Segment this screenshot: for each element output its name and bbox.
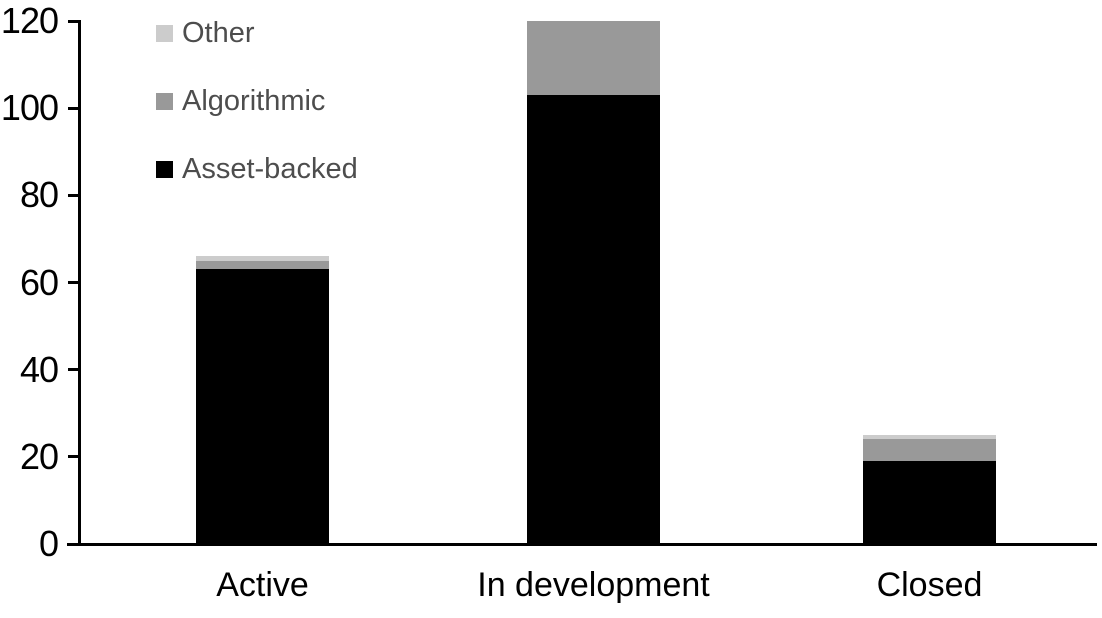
segment-algorithmic [527,21,660,96]
legend: Other Algorithmic Asset-backed [156,16,358,220]
legend-label: Algorithmic [182,85,326,117]
legend-label: Asset-backed [182,153,358,185]
y-tick-label: 60 [19,261,59,303]
y-tick-label: 0 [38,523,59,564]
x-axis-line [67,543,1097,546]
legend-item-asset-backed: Asset-backed [156,152,358,186]
legend-item-other: Other [156,16,358,50]
bar-in-development [527,21,660,544]
x-category-label: In development [477,566,710,604]
segment-algorithmic [863,439,996,462]
legend-swatch-icon [156,160,173,178]
legend-item-algorithmic: Algorithmic [156,84,358,118]
y-tick-label: 80 [19,174,59,216]
segment-algorithmic [196,260,329,270]
y-tick-mark [68,368,79,372]
y-tick-mark [68,193,79,197]
y-tick-label: 20 [19,435,59,477]
bar-active [196,256,329,544]
x-category-label: Closed [876,566,983,604]
segment-asset-backed [527,95,660,544]
x-category-label: Active [216,566,309,604]
y-tick-label: 100 [0,87,59,129]
y-tick-mark [68,106,79,110]
y-tick-mark [68,542,79,546]
bar-closed [863,435,996,544]
y-tick-label: 40 [19,348,59,390]
y-axis-line [78,20,81,546]
y-tick-mark [68,455,79,459]
y-tick-label: 120 [0,0,59,41]
y-tick-mark [68,281,79,284]
y-tick-mark [68,19,79,23]
legend-swatch-icon [156,24,173,42]
segment-other [863,435,996,440]
segment-asset-backed [863,461,996,544]
legend-label: Other [182,17,255,49]
segment-other [196,256,329,261]
segment-asset-backed [196,269,329,544]
legend-swatch-icon [156,92,173,110]
